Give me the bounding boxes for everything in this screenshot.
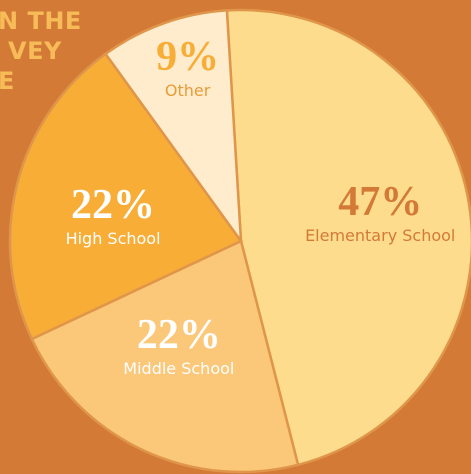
slice-value-middle-school: 22% bbox=[137, 312, 221, 358]
pie-slice-middle-school bbox=[30, 239, 300, 474]
pie-slice-high-school bbox=[8, 52, 243, 341]
slice-label-other: Other bbox=[165, 81, 211, 100]
slice-value-other: 9% bbox=[156, 34, 219, 80]
slice-value-high-school: 22% bbox=[71, 182, 155, 228]
heading-line-2: VEY bbox=[8, 37, 62, 65]
pie-slice-elementary-school bbox=[225, 8, 471, 467]
slice-label-elementary-school: Elementary School bbox=[305, 226, 455, 245]
slice-value-elementary-school: 47% bbox=[338, 179, 422, 225]
chart-heading: N THE VEY E bbox=[0, 6, 178, 96]
pie-slice-other bbox=[103, 9, 243, 246]
slice-label-high-school: High School bbox=[66, 229, 161, 248]
heading-line-3: E bbox=[0, 67, 15, 95]
slice-label-middle-school: Middle School bbox=[123, 359, 234, 378]
heading-line-1: N THE bbox=[0, 7, 82, 35]
